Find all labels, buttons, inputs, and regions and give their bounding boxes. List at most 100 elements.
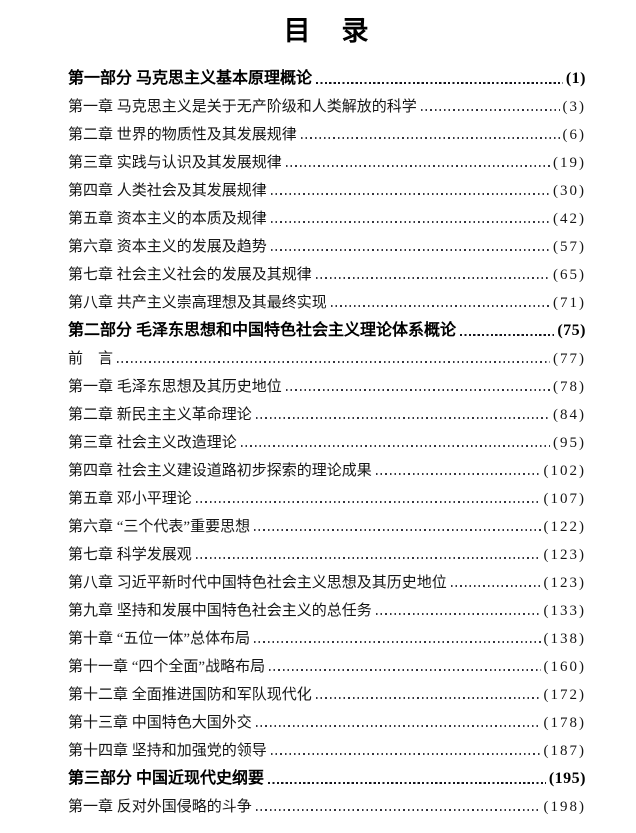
toc-entry-label: 前 言 <box>68 351 114 367</box>
toc-entry-page: (187) <box>543 743 586 759</box>
toc-entry-label: 第八章 共产主义崇高理想及其最终实现 <box>68 295 327 311</box>
toc-entry-page: (57) <box>553 239 586 255</box>
toc-entry-page: (78) <box>553 379 586 395</box>
toc-entry-label: 第八章 习近平新时代中国特色社会主义思想及其历史地位 <box>68 575 447 591</box>
toc-entry-page: (95) <box>553 435 586 451</box>
toc-entry-page: (122) <box>543 519 586 535</box>
toc-entry-label: 第五章 邓小平理论 <box>68 491 192 507</box>
toc-entry: 第一章 反对外国侵略的斗争 (198) <box>68 792 586 820</box>
toc-entry-label: 第九章 坚持和发展中国特色社会主义的总任务 <box>68 603 372 619</box>
table-of-contents: 第一部分 马克思主义基本原理概论 (1) 第一章 马克思主义是关于无产阶级和人类解放… <box>68 64 586 820</box>
toc-entry-label: 第七章 社会主义社会的发展及其规律 <box>68 267 312 283</box>
toc-entry-page: (65) <box>553 267 586 283</box>
dotted-leader <box>330 305 550 307</box>
toc-entry: 第一章 毛泽东思想及其历史地位 (78) <box>68 372 586 400</box>
dotted-leader <box>255 725 541 727</box>
dotted-leader <box>270 753 541 755</box>
dotted-leader <box>375 473 541 475</box>
toc-entry-page: (1) <box>565 70 586 87</box>
toc-entry: 第五章 邓小平理论 (107) <box>68 484 586 512</box>
dotted-leader <box>270 249 550 251</box>
toc-entry-page: (3) <box>562 99 586 115</box>
toc-entry: 第六章 资本主义的发展及趋势 (57) <box>68 232 586 260</box>
toc-entry-page: (138) <box>543 631 586 647</box>
toc-entry-label: 第十三章 中国特色大国外交 <box>68 715 252 731</box>
toc-entry-page: (30) <box>553 183 586 199</box>
toc-entry-label: 第一章 马克思主义是关于无产阶级和人类解放的科学 <box>68 99 417 115</box>
dotted-leader <box>460 333 555 336</box>
dotted-leader <box>195 501 541 503</box>
toc-entry-label: 第三部分 中国近现代史纲要 <box>68 770 265 787</box>
toc-entry: 第十一章 “四个全面”战略布局 (160) <box>68 652 586 680</box>
dotted-leader <box>270 193 550 195</box>
toc-entry: 第十四章 坚持和加强党的领导 (187) <box>68 736 586 764</box>
dotted-leader <box>195 557 541 559</box>
toc-entry: 第七章 科学发展观 (123) <box>68 540 586 568</box>
toc-entry-page: (77) <box>553 351 586 367</box>
toc-entry-label: 第七章 科学发展观 <box>68 547 192 563</box>
dotted-leader <box>240 445 550 447</box>
toc-entry: 前 言 (77) <box>68 344 586 372</box>
toc-entry-page: (19) <box>553 155 586 171</box>
toc-entry-label: 第四章 人类社会及其发展规律 <box>68 183 267 199</box>
toc-entry: 第二章 世界的物质性及其发展规律 (6) <box>68 120 586 148</box>
toc-entry-label: 第一章 毛泽东思想及其历史地位 <box>68 379 282 395</box>
toc-entry-label: 第六章 “三个代表”重要思想 <box>68 519 251 535</box>
dotted-leader <box>450 585 541 587</box>
dotted-leader <box>270 221 550 223</box>
toc-entry-page: (195) <box>548 770 586 787</box>
toc-entry-page: (75) <box>557 322 586 339</box>
toc-entry: 第七章 社会主义社会的发展及其规律 (65) <box>68 260 586 288</box>
toc-entry-label: 第一部分 马克思主义基本原理概论 <box>68 70 313 87</box>
toc-entry: 第五章 资本主义的本质及规律 (42) <box>68 204 586 232</box>
toc-entry: 第三部分 中国近现代史纲要 (195) <box>68 764 586 792</box>
toc-entry: 第二章 新民主主义革命理论 (84) <box>68 400 586 428</box>
dotted-leader <box>285 389 550 391</box>
toc-entry-label: 第十章 “五位一体”总体布局 <box>68 631 251 647</box>
toc-entry-label: 第四章 社会主义建设道路初步探索的理论成果 <box>68 463 372 479</box>
toc-entry: 第八章 共产主义崇高理想及其最终实现 (71) <box>68 288 586 316</box>
toc-entry-page: (198) <box>543 799 586 815</box>
toc-entry-page: (178) <box>543 715 586 731</box>
toc-entry: 第十二章 全面推进国防和军队现代化 (172) <box>68 680 586 708</box>
toc-entry: 第二部分 毛泽东思想和中国特色社会主义理论体系概论 (75) <box>68 316 586 344</box>
toc-entry-label: 第十四章 坚持和加强党的领导 <box>68 743 267 759</box>
toc-entry-label: 第三章 实践与认识及其发展规律 <box>68 155 282 171</box>
toc-entry-page: (123) <box>543 547 586 563</box>
dotted-leader <box>254 641 541 643</box>
toc-entry-label: 第十二章 全面推进国防和军队现代化 <box>68 687 312 703</box>
toc-entry-page: (6) <box>562 127 586 143</box>
toc-entry: 第四章 社会主义建设道路初步探索的理论成果 (102) <box>68 456 586 484</box>
page-title: 目 录 <box>283 16 371 46</box>
dotted-leader <box>315 697 541 699</box>
dotted-leader <box>285 165 550 167</box>
toc-entry-page: (84) <box>553 407 586 423</box>
toc-entry: 第十章 “五位一体”总体布局 (138) <box>68 624 586 652</box>
toc-entry-page: (102) <box>543 463 586 479</box>
dotted-leader <box>316 81 563 84</box>
toc-entry: 第十三章 中国特色大国外交 (178) <box>68 708 586 736</box>
toc-entry-page: (123) <box>543 575 586 591</box>
toc-entry-label: 第十一章 “四个全面”战略布局 <box>68 659 266 675</box>
toc-entry-page: (42) <box>553 211 586 227</box>
dotted-leader <box>375 613 541 615</box>
toc-entry-page: (71) <box>553 295 586 311</box>
toc-entry-page: (133) <box>543 603 586 619</box>
toc-entry-label: 第五章 资本主义的本质及规律 <box>68 211 267 227</box>
dotted-leader <box>300 137 560 139</box>
dotted-leader <box>268 781 546 784</box>
toc-entry: 第三章 社会主义改造理论 (95) <box>68 428 586 456</box>
toc-entry: 第九章 坚持和发展中国特色社会主义的总任务 (133) <box>68 596 586 624</box>
toc-entry: 第一章 马克思主义是关于无产阶级和人类解放的科学 (3) <box>68 92 586 120</box>
toc-entry-label: 第二部分 毛泽东思想和中国特色社会主义理论体系概论 <box>68 322 457 339</box>
dotted-leader <box>254 529 541 531</box>
toc-entry-label: 第二章 新民主主义革命理论 <box>68 407 252 423</box>
toc-entry-label: 第一章 反对外国侵略的斗争 <box>68 799 252 815</box>
toc-entry-label: 第三章 社会主义改造理论 <box>68 435 237 451</box>
toc-entry-label: 第二章 世界的物质性及其发展规律 <box>68 127 297 143</box>
dotted-leader <box>117 361 550 363</box>
dotted-leader <box>255 417 550 419</box>
toc-entry: 第一部分 马克思主义基本原理概论 (1) <box>68 64 586 92</box>
toc-entry-page: (160) <box>543 659 586 675</box>
